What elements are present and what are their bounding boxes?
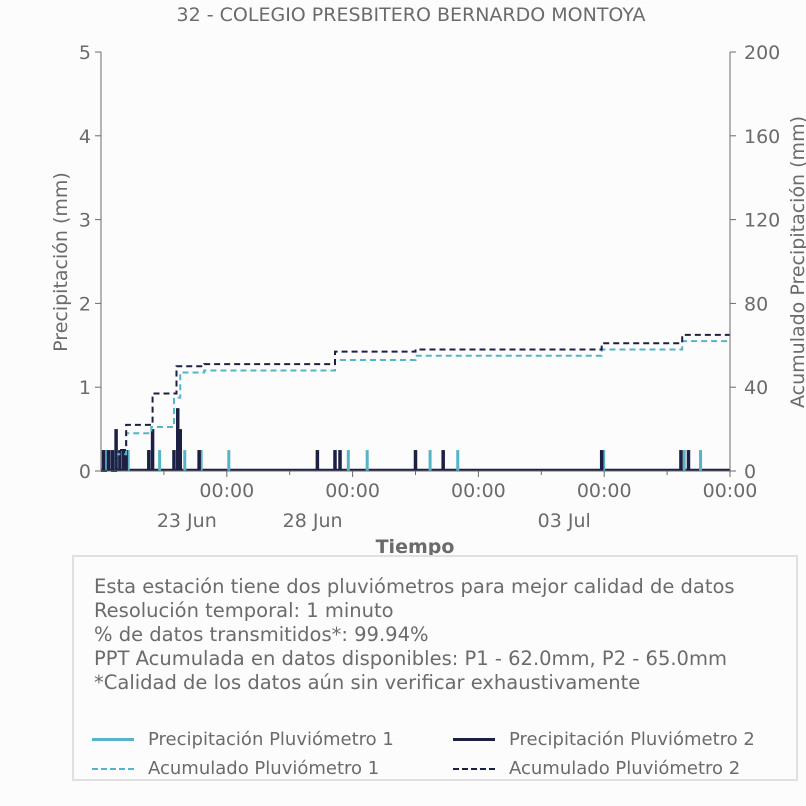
y-left-tick-label: 3 — [79, 210, 91, 232]
info-text: Esta estación tiene dos pluviómetros par… — [94, 575, 735, 695]
legend-label-p2-bar: Precipitación Pluviómetro 2 — [509, 729, 755, 750]
x-tick-label: 00:00 — [577, 480, 632, 502]
x-tick-date-label: 03 Jul — [538, 510, 591, 532]
y-left-tick-label: 1 — [79, 377, 91, 399]
legend-item-p2-bar: Precipitación Pluviómetro 2 — [453, 729, 755, 750]
info-line-quality: *Calidad de los datos aún sin verificar … — [94, 671, 641, 694]
info-line-accumulated: PPT Acumulada en datos disponibles: P1 -… — [94, 647, 727, 670]
y-axis-left-label: Precipitación (mm) — [50, 172, 72, 352]
legend-item-p1-cum: Acumulado Pluviómetro 1 — [92, 758, 379, 779]
info-line-resolution: Resolución temporal: 1 minuto — [94, 599, 394, 622]
info-panel: Esta estación tiene dos pluviómetros par… — [72, 555, 798, 781]
y-right-tick-label: 40 — [744, 377, 768, 399]
legend-label-p1-cum: Acumulado Pluviómetro 1 — [148, 758, 380, 779]
legend-label-p2-cum: Acumulado Pluviómetro 2 — [509, 758, 741, 779]
x-tick-label: 00:00 — [325, 480, 380, 502]
x-tick-date-label: 23 Jun — [157, 510, 217, 532]
y-right-tick-label: 80 — [744, 293, 768, 315]
legend-label-p1-bar: Precipitación Pluviómetro 1 — [148, 729, 394, 750]
legend-swatch-p2-bar — [453, 738, 495, 741]
y-right-tick-label: 0 — [744, 461, 756, 483]
info-line-stations: Esta estación tiene dos pluviómetros par… — [94, 575, 735, 598]
y-left-tick-label: 4 — [79, 126, 91, 148]
legend-item-p1-bar: Precipitación Pluviómetro 1 — [92, 729, 394, 750]
x-tick-label: 00:00 — [199, 480, 254, 502]
legend-item-p2-cum: Acumulado Pluviómetro 2 — [453, 758, 740, 779]
legend-swatch-p1-cum — [92, 767, 134, 770]
x-tick-label: 00:00 — [451, 480, 506, 502]
y-right-tick-label: 120 — [744, 210, 780, 232]
y-left-tick-label: 5 — [79, 42, 91, 64]
y-left-tick-label: 0 — [79, 461, 91, 483]
y-right-tick-label: 160 — [744, 126, 780, 148]
x-tick-date-label: 28 Jun — [283, 510, 343, 532]
x-tick-label: 00:00 — [703, 480, 758, 502]
y-left-tick-label: 2 — [79, 293, 91, 315]
legend-swatch-p2-cum — [453, 767, 495, 770]
chart-legend: Precipitación Pluviómetro 1 Precipitació… — [92, 729, 792, 785]
legend-swatch-p1-bar — [92, 738, 134, 741]
precipitation-chart: 32 - COLEGIO PRESBITERO BERNARDO MONTOYA… — [50, 4, 806, 558]
y-right-tick-label: 200 — [744, 42, 780, 64]
info-line-transmitted: % de datos transmitidos*: 99.94% — [94, 623, 429, 646]
p2-cumulative-line — [101, 333, 730, 472]
x-axis-label: Tiempo — [376, 536, 455, 558]
y-axis-right-label: Acumulado Precipitación (mm) — [787, 116, 806, 408]
chart-title: 32 - COLEGIO PRESBITERO BERNARDO MONTOYA — [177, 4, 646, 26]
